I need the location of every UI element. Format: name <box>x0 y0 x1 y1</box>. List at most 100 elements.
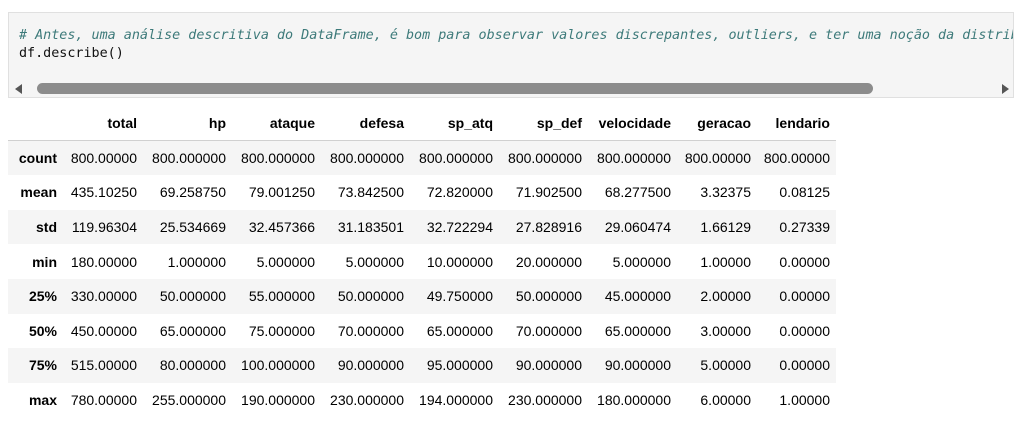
table-row: mean 435.10250 69.258750 79.001250 73.84… <box>8 175 836 210</box>
table-row: max 780.00000 255.000000 190.000000 230.… <box>8 382 836 418</box>
row-label: 75% <box>28 357 57 374</box>
table-cell: 71.902500 <box>515 184 582 201</box>
horizontal-scrollbar[interactable] <box>9 81 1013 97</box>
table-cell: 20.000000 <box>515 253 582 270</box>
column-header: defesa <box>321 106 410 142</box>
table-cell: 10.000000 <box>426 253 493 270</box>
table-cell: 49.750000 <box>426 288 493 305</box>
row-label: count <box>18 150 57 167</box>
table-cell: 800.000000 <box>508 150 582 167</box>
table-cell: 1.00000 <box>700 253 751 270</box>
code-cell-input[interactable]: # Antes, uma análise descritiva do DataF… <box>8 12 1014 98</box>
table-row: std 119.96304 25.534669 32.457366 31.183… <box>8 209 836 245</box>
table-cell: 780.00000 <box>70 392 137 409</box>
table-cell: 75.000000 <box>248 322 315 339</box>
table-cell: 27.828916 <box>515 219 582 236</box>
code-statement: df.describe() <box>19 46 124 61</box>
column-header: total <box>63 106 143 142</box>
row-label: std <box>36 219 57 236</box>
table-cell: 50.000000 <box>159 288 226 305</box>
table-cell: 0.00000 <box>779 288 830 305</box>
table-cell: 100.000000 <box>241 357 315 374</box>
table-cell: 70.000000 <box>515 322 582 339</box>
table-cell: 515.00000 <box>70 357 137 374</box>
table-cell: 180.00000 <box>70 253 137 270</box>
table-cell: 800.00000 <box>70 150 137 167</box>
table-cell: 800.000000 <box>241 150 315 167</box>
column-header <box>8 106 63 142</box>
table-cell: 330.00000 <box>70 288 137 305</box>
table-cell: 73.842500 <box>337 184 404 201</box>
table-cell: 0.00000 <box>779 253 830 270</box>
code-comment: # Antes, uma análise descritiva do DataF… <box>19 28 1013 43</box>
table-cell: 68.277500 <box>604 184 671 201</box>
row-label: mean <box>20 184 57 201</box>
table-cell: 230.000000 <box>330 392 404 409</box>
column-header: hp <box>143 106 232 142</box>
code-editor[interactable]: # Antes, uma análise descritiva do DataF… <box>19 27 1013 63</box>
table-cell: 180.000000 <box>597 392 671 409</box>
column-header: geracao <box>677 106 757 142</box>
table-row: 75% 515.00000 80.000000 100.000000 90.00… <box>8 348 836 383</box>
table-cell: 800.000000 <box>419 150 493 167</box>
table-cell: 65.000000 <box>159 322 226 339</box>
table-cell: 0.27339 <box>779 219 830 236</box>
table-cell: 79.001250 <box>248 184 315 201</box>
table-cell: 80.000000 <box>159 357 226 374</box>
table-row: 50% 450.00000 65.000000 75.000000 70.000… <box>8 313 836 349</box>
table-cell: 0.00000 <box>779 322 830 339</box>
column-header: velocidade <box>588 106 677 142</box>
column-header: lendario <box>757 106 836 142</box>
row-label: min <box>32 253 57 270</box>
column-header: ataque <box>232 106 321 142</box>
table-cell: 800.000000 <box>152 150 226 167</box>
table-row: count 800.00000 800.000000 800.000000 80… <box>8 140 836 176</box>
table-cell: 0.00000 <box>779 357 830 374</box>
table-cell: 90.000000 <box>515 357 582 374</box>
scroll-left-icon[interactable] <box>15 84 22 94</box>
table-cell: 90.000000 <box>604 357 671 374</box>
table-cell: 230.000000 <box>508 392 582 409</box>
table-cell: 800.000000 <box>597 150 671 167</box>
table-cell: 255.000000 <box>152 392 226 409</box>
table-cell: 69.258750 <box>159 184 226 201</box>
table-cell: 6.00000 <box>700 392 751 409</box>
row-label: 50% <box>28 322 57 339</box>
table-cell: 3.00000 <box>700 322 751 339</box>
table-cell: 90.000000 <box>337 357 404 374</box>
table-header-row: total hp ataque defesa sp_atq sp_def vel… <box>8 106 836 142</box>
table-cell: 5.000000 <box>612 253 671 270</box>
table-cell: 65.000000 <box>604 322 671 339</box>
table-cell: 29.060474 <box>604 219 671 236</box>
table-cell: 1.00000 <box>779 392 830 409</box>
table-cell: 32.457366 <box>248 219 315 236</box>
table-cell: 70.000000 <box>337 322 404 339</box>
scroll-right-icon[interactable] <box>1002 84 1009 94</box>
row-label: 25% <box>28 288 57 305</box>
table-cell: 1.000000 <box>167 253 226 270</box>
table-cell: 55.000000 <box>248 288 315 305</box>
table-cell: 5.000000 <box>256 253 315 270</box>
table-cell: 45.000000 <box>604 288 671 305</box>
dataframe-output-table: total hp ataque defesa sp_atq sp_def vel… <box>8 106 836 418</box>
table-cell: 0.08125 <box>779 184 830 201</box>
table-cell: 194.000000 <box>419 392 493 409</box>
column-header: sp_def <box>499 106 588 142</box>
table-cell: 800.000000 <box>330 150 404 167</box>
table-cell: 190.000000 <box>241 392 315 409</box>
table-cell: 1.66129 <box>700 219 751 236</box>
table-cell: 800.00000 <box>684 150 751 167</box>
table-cell: 50.000000 <box>337 288 404 305</box>
table-cell: 5.00000 <box>700 357 751 374</box>
table-cell: 5.000000 <box>345 253 404 270</box>
table-cell: 72.820000 <box>426 184 493 201</box>
scrollbar-thumb[interactable] <box>37 83 873 94</box>
table-cell: 800.00000 <box>763 150 830 167</box>
table-cell: 25.534669 <box>159 219 226 236</box>
table-cell: 450.00000 <box>70 322 137 339</box>
column-header: sp_atq <box>410 106 499 142</box>
table-cell: 31.183501 <box>337 219 404 236</box>
row-label: max <box>28 392 57 409</box>
table-row: 25% 330.00000 50.000000 55.000000 50.000… <box>8 278 836 314</box>
table-cell: 2.00000 <box>700 288 751 305</box>
